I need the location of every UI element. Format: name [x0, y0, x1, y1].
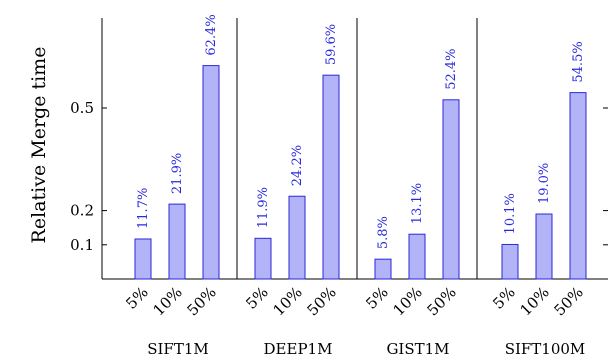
- bar: [374, 258, 392, 280]
- group-dividers: [236, 18, 478, 279]
- bar-value-label: 19.0%: [537, 163, 552, 204]
- group-label: SIFT1M: [147, 340, 209, 358]
- bar-value-label: 21.9%: [170, 153, 185, 194]
- bar-value-label: 24.2%: [290, 145, 305, 186]
- bar-value-label: 52.4%: [444, 48, 459, 89]
- bar-value-label: 59.6%: [324, 24, 339, 65]
- y-tick-label: 0.5: [70, 99, 94, 117]
- category-tick-label: 10%: [517, 283, 553, 319]
- bar: [254, 237, 272, 280]
- category-tick-label: 50%: [424, 283, 460, 319]
- bar: [569, 92, 587, 280]
- bar: [442, 99, 460, 280]
- bar: [134, 238, 152, 280]
- category-tick-labels: 5%10%50% 5%10%50% 5%10%50% 5%10%50%: [122, 283, 587, 319]
- bar-value-label: 10.1%: [503, 193, 518, 234]
- bar: [322, 74, 340, 280]
- group-label: SIFT100M: [505, 340, 586, 358]
- category-tick-label: 10%: [150, 283, 186, 319]
- bar-value-label: 54.5%: [571, 41, 586, 82]
- category-tick-label: 10%: [270, 283, 306, 319]
- bar-value-label: 13.1%: [410, 183, 425, 224]
- group-label: GIST1M: [386, 340, 449, 358]
- category-tick-label: 50%: [551, 283, 587, 319]
- group-label: DEEP1M: [264, 340, 333, 358]
- y-axis-label: Relative Merge time: [28, 47, 50, 244]
- bar: [408, 233, 426, 280]
- bar: [535, 213, 553, 280]
- bar-value-label: 11.9%: [256, 187, 271, 228]
- category-tick-label: 50%: [304, 283, 340, 319]
- bar-value-label: 5.8%: [376, 216, 391, 249]
- bar-value-label: 62.4%: [204, 14, 219, 55]
- bar: [202, 65, 220, 280]
- y-ticks: 0.1 0.2 0.5: [70, 99, 608, 254]
- category-tick-label: 10%: [390, 283, 426, 319]
- bar: [501, 243, 519, 280]
- bar-value-label: 11.7%: [136, 188, 151, 229]
- category-tick-label: 5%: [122, 283, 152, 313]
- category-tick-label: 5%: [362, 283, 392, 313]
- bar-value-labels: 11.7% 21.9% 62.4% 11.9% 24.2% 59.6% 5.8% 13.1% 5…: [136, 14, 586, 249]
- axes: [101, 18, 608, 280]
- y-tick-label: 0.2: [70, 202, 94, 220]
- category-tick-label: 5%: [489, 283, 519, 313]
- group-labels: SIFT1M DEEP1M GIST1M SIFT100M: [147, 340, 585, 358]
- y-tick-label: 0.1: [70, 236, 94, 254]
- category-tick-label: 5%: [242, 283, 272, 313]
- bars: [134, 65, 587, 280]
- category-tick-label: 50%: [184, 283, 220, 319]
- bar: [168, 203, 186, 280]
- bar: [288, 195, 306, 280]
